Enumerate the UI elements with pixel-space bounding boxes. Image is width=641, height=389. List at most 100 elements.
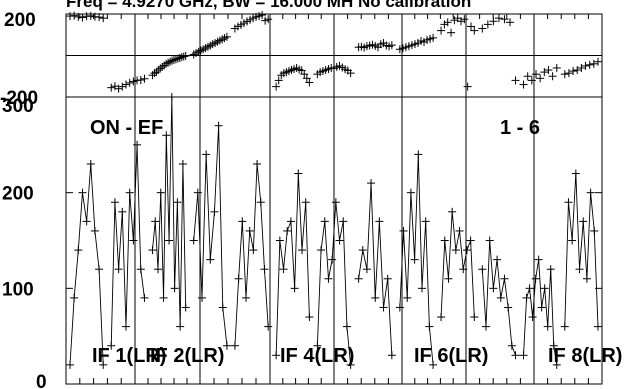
amp-point (162, 131, 171, 140)
amp-point (230, 341, 239, 350)
amp-trace (193, 125, 228, 346)
amp-point (586, 188, 595, 197)
amp-point (421, 217, 430, 226)
amp-point (455, 226, 464, 235)
amp-point (525, 284, 534, 293)
amp-trace (234, 163, 269, 346)
amp-point (86, 159, 95, 168)
phase-series-4 (189, 32, 231, 59)
amp-point (256, 198, 265, 207)
phase-point (346, 69, 355, 78)
phase-point (272, 82, 281, 91)
phase-point (129, 77, 138, 86)
amp-point (133, 140, 142, 149)
amp-point (165, 236, 174, 245)
phase-point (506, 18, 514, 27)
amp-point (342, 322, 351, 331)
phase-point (114, 84, 123, 93)
phase-point (494, 14, 503, 23)
phase-series-9 (395, 33, 438, 54)
phase-point (264, 15, 273, 24)
amp-point (575, 265, 584, 274)
phase-point (162, 59, 171, 68)
phase-point (463, 82, 472, 91)
phase-point (171, 55, 180, 64)
amp-point (594, 322, 602, 331)
amp-point (362, 265, 371, 274)
phase-point (429, 33, 438, 42)
amp-point (485, 236, 494, 245)
amp-point (159, 293, 168, 302)
phase-point (118, 82, 127, 91)
phase-point (125, 78, 134, 87)
amp-point (534, 255, 543, 264)
amp-point (82, 217, 91, 226)
baseline-annotation: 1 - 6 (500, 117, 540, 139)
amp-point (478, 265, 487, 274)
amp-point (379, 303, 388, 312)
amp-point (74, 246, 83, 255)
phase-point (173, 54, 182, 63)
phase-series-7 (313, 61, 355, 79)
phase-point (70, 11, 79, 20)
phase-point (540, 68, 549, 77)
amp-point (444, 274, 453, 283)
phase-point (95, 13, 104, 22)
amp-series-6 (272, 169, 314, 360)
amp-point (462, 246, 471, 255)
amp-point (95, 265, 104, 274)
amp-point (482, 322, 490, 331)
amp-series-11 (478, 236, 520, 360)
if-labels: IF 1(LR)IF 2(LR) IF 4(LR) IF 6(LR) IF 8(LR) (92, 345, 622, 367)
amp-point (151, 217, 160, 226)
amp-point (286, 217, 295, 226)
phase-point (443, 18, 452, 27)
amp-point (66, 360, 74, 369)
phase-series-3 (148, 51, 190, 80)
amp-point (140, 293, 149, 302)
phase-point (387, 41, 396, 50)
amp-point (249, 246, 258, 255)
amp-point (181, 303, 190, 312)
amp-point (511, 351, 520, 360)
phase-point (460, 15, 469, 24)
amp-point (387, 351, 396, 360)
amp-ytick-label: 100 (2, 279, 34, 300)
amp-point (328, 255, 337, 264)
amp-point (549, 341, 558, 350)
amp-point (440, 236, 449, 245)
phase-series-5 (230, 11, 273, 33)
amp-point (448, 207, 457, 216)
amp-point (78, 188, 87, 197)
amp-point (260, 265, 269, 274)
amp-trace (523, 259, 558, 365)
amp-point (70, 293, 79, 302)
amp-point (466, 236, 475, 245)
amp-point (118, 207, 127, 216)
amp-point (222, 341, 231, 350)
phase-point (437, 26, 446, 35)
amp-point (198, 293, 206, 302)
phase-point (152, 68, 161, 77)
phase-point (536, 74, 545, 83)
amp-point (470, 313, 479, 322)
amp-point (354, 274, 363, 283)
amp-point (272, 351, 281, 360)
phase-point (302, 74, 311, 83)
amp-point (279, 265, 288, 274)
amp-point (579, 217, 588, 226)
amp-point (568, 236, 577, 245)
phase-point (181, 51, 190, 60)
if-label: IF 6(LR) (414, 345, 488, 367)
phase-series-12 (519, 63, 561, 89)
amp-point (383, 274, 392, 283)
amp-point (590, 226, 599, 235)
amp-point (571, 169, 580, 178)
amp-point (214, 121, 223, 130)
phase-point (569, 67, 578, 76)
amp-point (253, 159, 262, 168)
amp-trace (110, 144, 145, 346)
amp-point (320, 217, 329, 226)
amp-point (335, 236, 344, 245)
phase-point (99, 14, 108, 23)
